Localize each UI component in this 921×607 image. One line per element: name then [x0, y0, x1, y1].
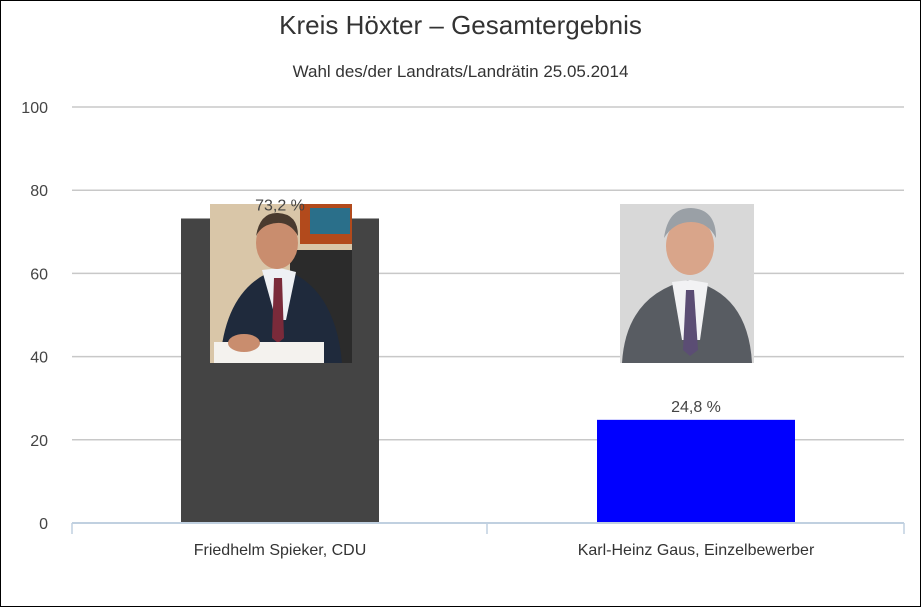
y-tick-label: 40 [30, 350, 48, 367]
x-category-label: Friedhelm Spieker, CDU [194, 542, 367, 559]
data-label: 24,8 % [671, 399, 721, 416]
y-tick-label: 60 [30, 266, 48, 283]
portrait-photo-gaus [620, 204, 754, 363]
y-tick-label: 0 [39, 516, 48, 533]
data-label: 73,2 % [255, 197, 305, 214]
y-tick-label: 80 [30, 183, 48, 200]
chart-title: Kreis Höxter – Gesamtergebnis [279, 10, 642, 40]
x-axis-categories: Friedhelm Spieker, CDU Karl-Heinz Gaus, E… [194, 542, 815, 559]
y-tick-label: 100 [21, 100, 48, 117]
bar[interactable] [597, 419, 795, 523]
y-axis-ticks: 0 20 40 60 80 100 [21, 100, 48, 533]
chart-subtitle: Wahl des/der Landrats/Landrätin 25.05.20… [292, 62, 629, 81]
data-labels: 73,2 % 24,8 % [255, 197, 721, 415]
x-category-label: Karl-Heinz Gaus, Einzelbewerber [578, 542, 815, 559]
y-tick-label: 20 [30, 433, 48, 450]
portrait-photo-spieker [210, 204, 352, 363]
